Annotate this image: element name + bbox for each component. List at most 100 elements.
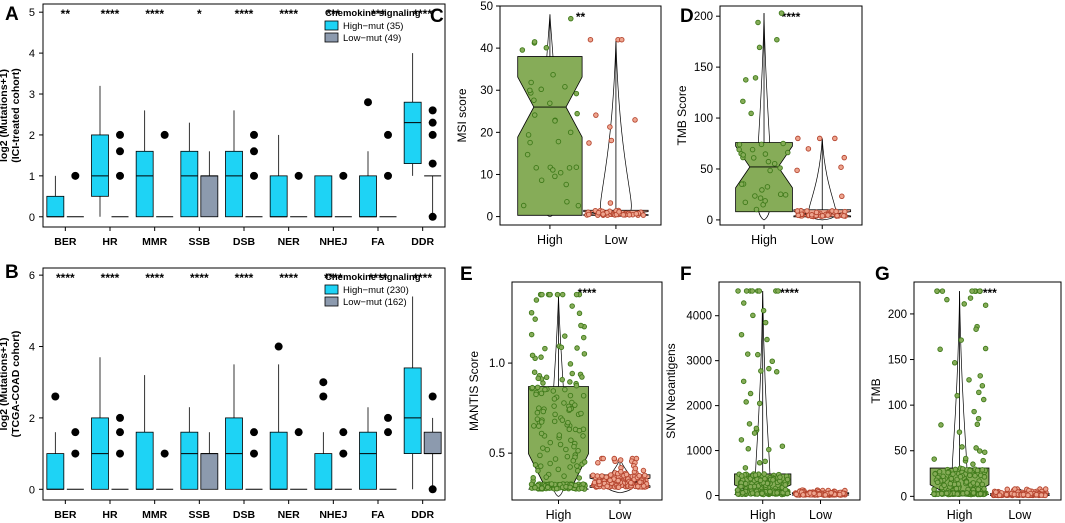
data-point — [979, 467, 986, 473]
plot-frame — [719, 5, 863, 226]
data-point — [548, 481, 555, 487]
data-point — [766, 446, 772, 453]
data-point — [749, 288, 756, 294]
data-point — [742, 199, 749, 206]
data-point — [756, 460, 763, 466]
data-point — [587, 36, 594, 43]
data-point — [762, 198, 768, 204]
data-point — [533, 165, 539, 171]
data-point — [777, 165, 783, 171]
significance-label: **** — [780, 286, 799, 300]
data-point — [758, 141, 765, 148]
data-point — [633, 455, 640, 462]
significance-label: **** — [978, 286, 997, 300]
data-point — [538, 419, 545, 425]
box-high-mut — [359, 175, 377, 218]
data-point — [766, 365, 772, 372]
box-high-mut — [314, 453, 333, 490]
data-point — [740, 98, 746, 105]
data-point — [982, 345, 989, 352]
y-axis-label: MANTIS Score — [467, 351, 481, 431]
data-point — [755, 19, 761, 26]
y-tick-label: 40 — [480, 43, 493, 55]
y-tick-label: 1000 — [686, 446, 712, 458]
data-point — [954, 392, 960, 399]
data-point — [552, 173, 558, 180]
outlier-point — [339, 428, 348, 437]
data-point — [608, 137, 615, 144]
data-point — [944, 296, 950, 303]
data-point — [540, 445, 546, 451]
data-point — [555, 466, 562, 473]
data-point — [537, 452, 543, 459]
y-tick-label: 1 — [29, 171, 35, 183]
data-point — [563, 446, 569, 453]
data-point — [532, 112, 538, 118]
outlier-point — [160, 130, 169, 139]
data-point — [578, 410, 584, 417]
data-point — [767, 167, 773, 174]
outlier-point — [116, 130, 124, 139]
x-tick-label: High — [750, 508, 776, 522]
outlier-point — [116, 449, 124, 458]
data-point — [816, 135, 823, 142]
legend-item-label: High−mut (230) — [343, 285, 409, 296]
data-point — [947, 481, 954, 487]
data-point — [778, 10, 785, 16]
data-point — [565, 419, 571, 426]
data-point — [595, 460, 601, 466]
data-point — [931, 486, 937, 493]
data-point — [632, 465, 639, 472]
panel-G: 0 50 100 150 200 TMB **** High Low — [869, 281, 1062, 522]
y-tick-label: 100 — [694, 113, 713, 125]
data-point — [743, 399, 749, 405]
data-point — [828, 490, 834, 496]
data-point — [635, 483, 641, 490]
data-point — [794, 208, 801, 214]
outlier-point — [428, 130, 437, 139]
y-tick-label: 150 — [694, 62, 713, 74]
data-point — [573, 90, 580, 97]
plot-frame — [499, 5, 662, 226]
outlier-point — [294, 428, 303, 437]
x-tick-label: FA — [371, 509, 385, 521]
data-point — [757, 477, 764, 484]
data-point — [762, 151, 769, 157]
y-axis-label: log2 (Mutations+1) — [0, 69, 10, 162]
data-point — [567, 464, 573, 470]
data-point — [754, 491, 760, 497]
significance-label: **** — [578, 286, 597, 300]
outlier-point — [294, 171, 303, 180]
data-point — [782, 192, 789, 198]
x-tick-label: Low — [609, 508, 633, 522]
box-high-mut — [135, 150, 154, 218]
box-high-mut — [180, 150, 199, 218]
data-point — [551, 418, 558, 425]
x-tick-label: Low — [604, 233, 628, 247]
x-tick-label: NER — [278, 509, 301, 521]
data-point — [756, 288, 763, 294]
data-point — [544, 484, 551, 491]
data-point — [777, 191, 784, 198]
x-tick-label: Low — [1008, 508, 1032, 522]
data-point — [550, 167, 556, 173]
data-point — [528, 310, 535, 316]
box-low-mut — [423, 431, 442, 454]
data-point — [780, 140, 786, 147]
y-tick-label: 150 — [888, 355, 907, 367]
x-tick-label: SSB — [189, 509, 211, 521]
data-point — [547, 460, 553, 467]
y-tick-label: 4 — [29, 342, 35, 354]
data-point — [970, 490, 977, 496]
panel-label-F: F — [680, 264, 692, 285]
data-point — [771, 160, 778, 167]
data-point — [580, 433, 586, 439]
data-point — [1004, 486, 1011, 493]
data-point — [532, 316, 538, 322]
outlier-point — [428, 106, 437, 115]
data-point — [977, 288, 983, 294]
significance-label: **** — [279, 7, 298, 21]
outlier-point — [51, 392, 60, 401]
y-tick-label: 3 — [29, 89, 35, 101]
data-point — [738, 331, 745, 338]
